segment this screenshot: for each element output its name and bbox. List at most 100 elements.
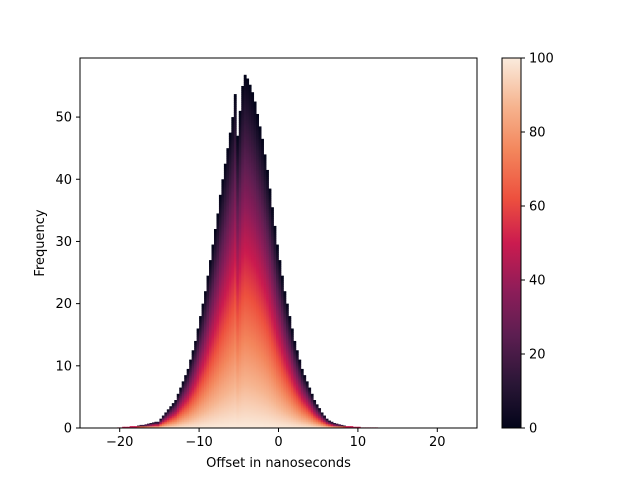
histogram-bar-segment: [218, 230, 222, 233]
histogram-bar-segment: [221, 186, 225, 189]
histogram-bar-segment: [213, 388, 217, 391]
histogram-bar-segment: [256, 260, 259, 263]
histogram-bar-segment: [221, 280, 225, 283]
histogram-bar-segment: [263, 208, 267, 211]
histogram-bar-segment: [276, 266, 279, 269]
histogram-bar-segment: [258, 348, 262, 351]
histogram-bar-segment: [285, 330, 289, 333]
histogram-bar-segment: [228, 246, 232, 249]
histogram-bar-segment: [238, 140, 242, 143]
histogram-bar-segment: [276, 420, 279, 423]
histogram-bar-segment: [213, 306, 217, 309]
histogram-bar-segment: [243, 276, 247, 279]
histogram-bar-segment: [213, 318, 217, 321]
histogram-bar-segment: [213, 400, 217, 403]
histogram-bar-segment: [233, 286, 237, 289]
histogram-bar-segment: [280, 368, 284, 371]
histogram-bar-segment: [261, 308, 264, 311]
histogram-bar-segment: [216, 332, 220, 335]
histogram-bar-segment: [283, 291, 287, 293]
histogram-bar-segment: [258, 280, 262, 283]
histogram-bar-segment: [256, 178, 259, 181]
histogram-bar-segment: [233, 240, 237, 243]
histogram-bar-segment: [268, 362, 272, 365]
histogram-bar-segment: [256, 168, 259, 171]
histogram-bar-segment: [218, 404, 222, 407]
histogram-bar-segment: [218, 316, 222, 319]
histogram-bar-segment: [209, 374, 212, 377]
histogram-bar-segment: [194, 374, 197, 377]
histogram-bar-segment: [246, 232, 250, 235]
histogram-bar: [251, 92, 255, 428]
histogram-bar-segment: [288, 316, 292, 319]
histogram-bar-segment: [248, 126, 252, 129]
histogram-bar-segment: [251, 182, 255, 185]
histogram-bar-segment: [238, 342, 242, 345]
histogram-bar-segment: [258, 264, 262, 267]
histogram-bar-segment: [236, 178, 240, 181]
histogram-bar-segment: [209, 402, 212, 405]
histogram-bar-segment: [273, 340, 277, 343]
histogram-bar-segment: [194, 420, 197, 423]
histogram-bar-segment: [241, 210, 245, 213]
histogram-bar-segment: [199, 332, 202, 335]
histogram-bar-segment: [278, 274, 282, 277]
histogram-bar-segment: [276, 422, 279, 425]
histogram-bar-segment: [218, 272, 222, 275]
histogram-bar-segment: [221, 194, 225, 197]
histogram-bar-segment: [248, 314, 252, 317]
histogram-bar-segment: [209, 276, 212, 279]
histogram-bar-segment: [251, 264, 255, 267]
histogram-bar-segment: [213, 420, 217, 423]
histogram-bar-segment: [201, 370, 205, 373]
histogram-bar-segment: [206, 376, 210, 379]
histogram-bar-segment: [186, 376, 190, 379]
histogram-bar-segment: [223, 374, 227, 377]
histogram-bar-segment: [271, 240, 274, 243]
histogram-bar-segment: [278, 348, 282, 351]
histogram-bar-segment: [268, 396, 272, 399]
histogram-bar-segment: [179, 404, 183, 407]
histogram-bar-segment: [221, 254, 225, 257]
histogram-bar-segment: [238, 410, 242, 413]
histogram-bar-segment: [288, 406, 292, 409]
histogram-bar-segment: [246, 394, 250, 397]
histogram-bar-segment: [233, 110, 237, 113]
histogram-bar-segment: [283, 338, 287, 341]
histogram-bar: [122, 426, 126, 428]
histogram-bar: [256, 113, 259, 428]
histogram-bar-segment: [280, 372, 284, 375]
histogram-bar-segment: [241, 124, 245, 127]
histogram-bar-segment: [216, 370, 220, 373]
histogram-bar-segment: [263, 210, 267, 213]
histogram-bar-segment: [253, 282, 257, 285]
histogram-bar-segment: [236, 354, 240, 357]
histogram-bar-segment: [204, 306, 207, 309]
histogram-bar-segment: [194, 372, 197, 375]
histogram-bar-segment: [256, 270, 259, 273]
histogram-bar-segment: [278, 388, 282, 391]
histogram-bar-segment: [223, 242, 227, 245]
histogram-bar-segment: [236, 142, 240, 145]
histogram-bar-segment: [285, 392, 289, 395]
histogram-bar-segment: [280, 328, 284, 331]
histogram-bar-segment: [213, 280, 217, 283]
histogram-bar-segment: [271, 376, 274, 379]
histogram-bar-segment: [213, 370, 217, 373]
histogram-bar-segment: [223, 258, 227, 261]
histogram-bar-segment: [263, 282, 267, 285]
histogram-bar-segment: [209, 324, 212, 327]
histogram-bar-segment: [285, 384, 289, 387]
histogram-bar-segment: [243, 360, 247, 363]
histogram-bar-segment: [204, 406, 207, 409]
histogram-bar-segment: [261, 424, 264, 427]
histogram-bar-segment: [278, 284, 282, 287]
histogram-bar-segment: [211, 328, 215, 331]
histogram-bar-segment: [276, 364, 279, 367]
histogram-bar: [258, 126, 262, 428]
histogram-bar-segment: [231, 288, 235, 291]
histogram-bar-segment: [226, 234, 230, 237]
histogram-bar-segment: [216, 338, 220, 341]
histogram-bar-segment: [196, 380, 200, 383]
histogram-bar-segment: [233, 150, 237, 153]
